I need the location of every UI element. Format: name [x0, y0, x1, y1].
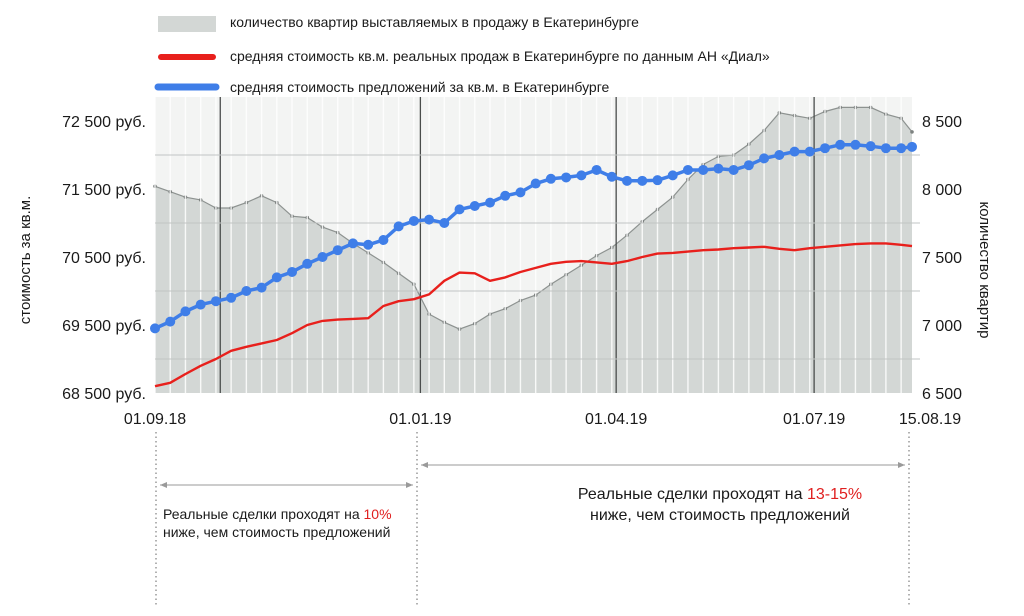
offer-price-point [682, 164, 693, 175]
offer-price-point [667, 170, 678, 181]
offer-price-point [317, 252, 328, 262]
y-tick-label: 69 500 руб. [62, 318, 146, 335]
offer-price-point [728, 164, 739, 175]
offer-price-point [880, 143, 891, 154]
legend-band [155, 74, 675, 96]
offer-price-point [698, 164, 709, 175]
note-left: Реальные сделки проходят на 10% ниже, че… [163, 505, 392, 541]
offer-price-point [804, 146, 815, 157]
y-tick-label: 70 500 руб. [62, 250, 146, 267]
legend-swatch-area [158, 16, 216, 32]
offer-price-point [454, 204, 465, 215]
offer-price-point [652, 175, 663, 186]
y2-tick-label: 8 500 [922, 114, 962, 131]
offer-price-point [165, 316, 176, 327]
offer-price-point [500, 190, 511, 201]
offer-price-point [530, 178, 541, 189]
x-tick-label: 01.01.19 [389, 411, 451, 428]
x-tick-label: 15.08.19 [899, 411, 961, 428]
y-axis-title: стоимость за кв.м. [17, 196, 34, 325]
legend-label-real-price: средняя стоимость кв.м. реальных продаж … [230, 48, 770, 64]
offer-price-point [759, 153, 770, 164]
offer-price-point [591, 164, 602, 175]
x-tick-label: 01.07.19 [783, 411, 845, 428]
offer-price-point [835, 139, 846, 150]
y2-tick-label: 7 500 [922, 250, 962, 267]
offer-price-point [819, 143, 830, 154]
note-left-highlight: 10% [363, 506, 392, 522]
note-left-text: Реальные сделки проходят на [163, 506, 364, 522]
offer-price-point [576, 170, 587, 181]
annotations [155, 432, 910, 606]
offer-price-point [180, 306, 191, 317]
x-tick-label: 01.04.19 [585, 411, 647, 428]
offer-price-point [439, 218, 450, 228]
legend-swatch-red-line [158, 54, 216, 60]
offer-price-point [226, 292, 237, 303]
offer-price-point [545, 173, 556, 184]
line-real-price [154, 242, 913, 388]
offer-price-point [743, 160, 754, 171]
offer-price-point [896, 143, 907, 154]
y2-tick-label: 6 500 [922, 386, 962, 403]
note-right-line2: ниже, чем стоимость предложений [590, 507, 850, 524]
y-tick-label: 72 500 руб. [62, 114, 146, 131]
offer-price-point [150, 323, 160, 334]
offer-price-point [774, 150, 785, 160]
offer-price-point [363, 239, 374, 250]
vertical-grid [154, 97, 902, 393]
offer-price-points [150, 139, 917, 334]
offer-price-point [713, 163, 724, 174]
area-apartments [155, 107, 912, 394]
y2-tick-label: 8 000 [922, 182, 962, 199]
offer-price-point [561, 172, 572, 183]
offer-price-point [347, 238, 358, 249]
offer-price-point [637, 175, 648, 186]
offer-price-point [302, 258, 313, 269]
legend-label-apartments: количество квартир выставляемых в продаж… [230, 14, 639, 30]
offer-price-point [850, 139, 861, 150]
offer-price-point [622, 175, 633, 186]
offer-price-point [484, 197, 495, 208]
y2-tick-label: 7 000 [922, 318, 962, 335]
y-tick-label: 71 500 руб. [62, 182, 146, 199]
offer-price-point [789, 146, 800, 157]
offer-price-point [907, 141, 917, 152]
y2-axis-title: количество квартир [976, 201, 993, 338]
x-tick-label: 01.09.18 [124, 411, 186, 428]
offer-price-point [332, 245, 343, 256]
offer-price-point [469, 201, 480, 211]
offer-price-point [424, 214, 435, 225]
offer-price-point [378, 235, 389, 245]
offer-price-point [210, 296, 221, 307]
note-right-text: Реальные сделки проходят на [577, 486, 807, 503]
offer-price-point [195, 299, 206, 310]
area-point [910, 130, 914, 134]
note-left-line2: ниже, чем стоимость предложений [163, 524, 391, 540]
offer-price-point [515, 187, 526, 198]
y-tick-label: 68 500 руб. [62, 386, 146, 403]
offer-price-point [287, 266, 298, 277]
offer-price-point [393, 221, 404, 232]
offer-price-point [865, 141, 876, 152]
offer-price-point [256, 282, 267, 293]
legend-label-offer-price: средняя стоимость предложений за кв.м. в… [230, 79, 610, 95]
note-right: Реальные сделки проходят на 13-15% ниже,… [530, 484, 910, 526]
note-right-highlight: 13-15% [806, 486, 863, 503]
offer-price-point [606, 171, 617, 182]
offer-price-point [271, 272, 282, 283]
offer-price-point [408, 215, 419, 226]
offer-price-point [241, 286, 252, 296]
